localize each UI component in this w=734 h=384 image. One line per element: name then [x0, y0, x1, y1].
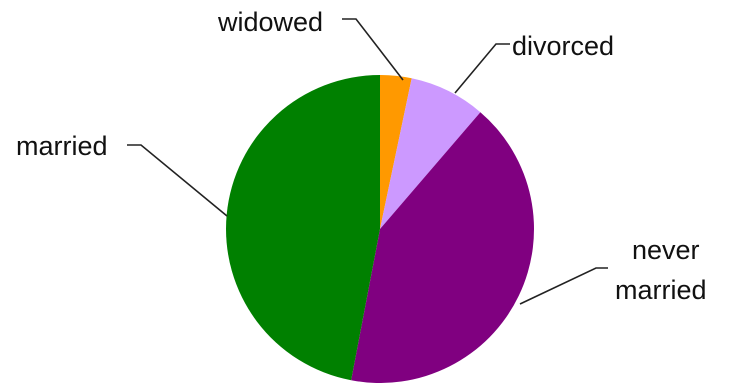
slice-label-widowed: widowed [217, 7, 323, 37]
pie-slices [226, 75, 534, 383]
leader-line-divorced [454, 43, 510, 94]
leader-line-married [127, 144, 228, 217]
slice-label-never-married-line2: married [615, 275, 707, 305]
slice-label-divorced: divorced [512, 31, 614, 61]
pie-slice-widowed [380, 75, 412, 229]
slice-label-married: married [16, 131, 108, 161]
slice-label-never-married-line1: never [632, 235, 700, 265]
leader-line-widowed [342, 18, 404, 81]
pie-slice-married [226, 75, 380, 381]
leader-lines [127, 18, 608, 305]
pie-slice-divorced [380, 78, 481, 229]
pie-slice-never-married [351, 112, 534, 383]
leader-line-never-married [519, 267, 608, 305]
